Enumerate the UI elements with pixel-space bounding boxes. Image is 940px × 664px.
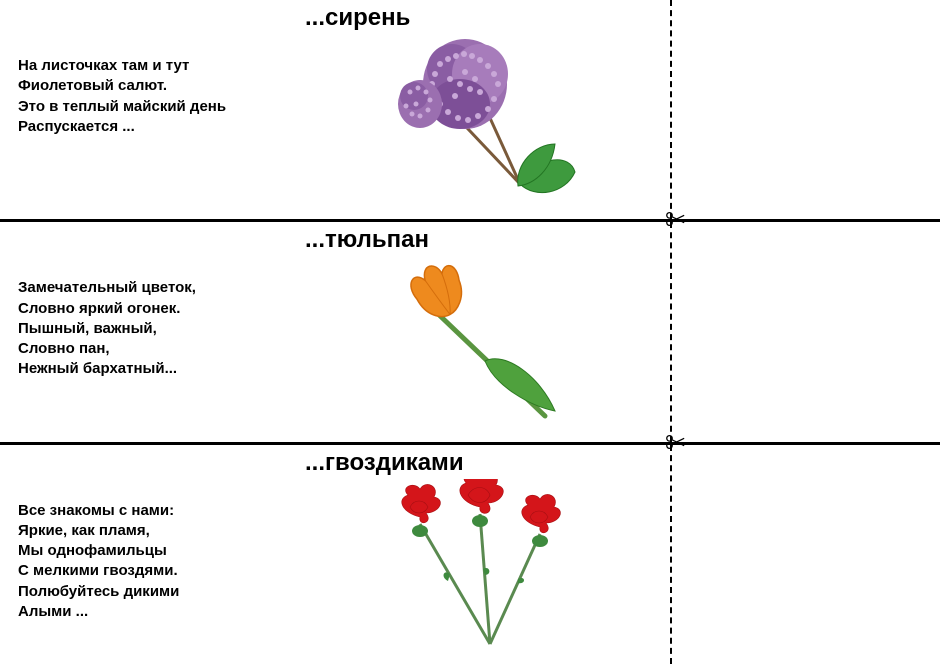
scissors-icon [664,431,686,453]
card-tulip-left: ...тюльпан Замечательный цветок, Словно … [0,222,670,441]
card-tulip-title: ...тюльпан [305,226,429,254]
card-tulip: ...тюльпан Замечательный цветок, Словно … [0,222,940,444]
card-lilac: ...сирень На листочках там и тут Фиолето… [0,0,940,222]
card-carnation: ...гвоздиками Все знакомы с нами: Яркие,… [0,445,940,664]
card-carnation-left: ...гвоздиками Все знакомы с нами: Яркие,… [0,445,670,664]
lilac-illustration [340,34,600,204]
card-tulip-riddle: Замечательный цветок, Словно яркий огоне… [18,278,196,379]
card-lilac-riddle: На листочках там и тут Фиолетовый салют.… [18,56,226,137]
card-lilac-left: ...сирень На листочках там и тут Фиолето… [0,0,670,219]
card-tulip-cutoff [670,222,940,441]
card-lilac-cutoff [670,0,940,219]
scissors-icon [664,208,686,230]
page: ...сирень На листочках там и тут Фиолето… [0,0,940,664]
card-carnation-title: ...гвоздиками [305,449,464,477]
lilac-icon [340,34,600,204]
card-carnation-riddle: Все знакомы с нами: Яркие, как пламя, Мы… [18,501,179,623]
tulip-icon [340,256,600,426]
card-carnation-cutoff [670,445,940,664]
carnation-icon [340,479,600,649]
tulip-illustration [340,256,600,426]
carnation-illustration [340,479,600,649]
card-lilac-title: ...сирень [305,4,410,32]
